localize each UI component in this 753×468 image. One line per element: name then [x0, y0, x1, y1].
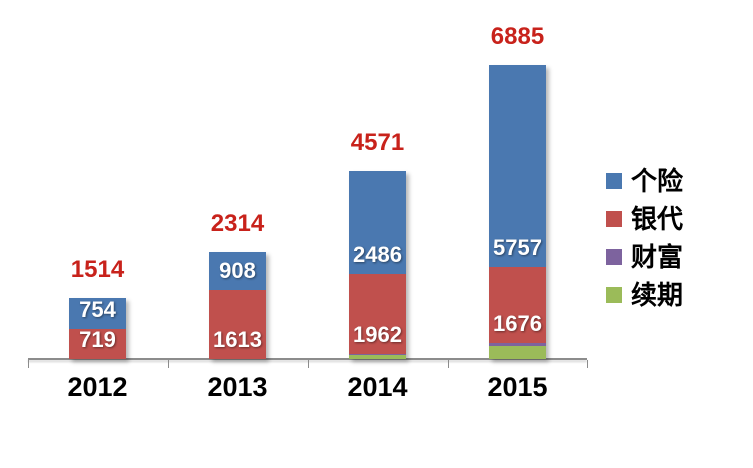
legend-swatch-icon — [606, 287, 622, 303]
bar-segment-续期-2015[interactable] — [489, 346, 546, 359]
x-axis-label-2015: 2015 — [487, 372, 548, 402]
legend-label: 财富 — [631, 242, 684, 272]
axis-tick — [587, 360, 588, 368]
legend-swatch-icon — [606, 173, 622, 189]
x-axis-label-2012: 2012 — [67, 372, 128, 402]
axis-tick — [168, 360, 169, 368]
legend-label: 个险 — [631, 166, 684, 196]
bar-2014[interactable]: 2486 1962 — [349, 171, 406, 359]
bar-2015[interactable]: 5757 1676 — [489, 65, 546, 359]
bar-segment-个险-2015[interactable]: 5757 — [489, 65, 546, 267]
legend-swatch-icon — [606, 249, 622, 265]
bar-segment-个险-2013[interactable]: 908 — [209, 252, 266, 290]
bar-segment-银代-2012[interactable]: 719 — [69, 329, 126, 359]
bar-segment-银代-2014[interactable]: 1962 — [349, 274, 406, 354]
legend-item-银代[interactable]: 银代 — [606, 200, 683, 238]
total-label-2012: 1514 — [70, 256, 125, 283]
bar-value-label: 719 — [79, 327, 116, 352]
bar-value-label: 1962 — [353, 322, 402, 347]
legend-item-财富[interactable]: 财富 — [606, 238, 683, 276]
legend-label: 银代 — [631, 204, 684, 234]
bar-2012[interactable]: 754 719 — [69, 298, 126, 359]
bar-value-label: 1613 — [213, 327, 262, 352]
bar-value-label: 908 — [219, 258, 256, 283]
axis-tick — [308, 360, 309, 368]
bar-value-label: 754 — [79, 297, 116, 322]
total-label-2015: 6885 — [490, 23, 545, 50]
legend: 个险 银代 财富 续期 — [606, 162, 683, 314]
bar-segment-财富-2015[interactable] — [489, 343, 546, 346]
bar-2013[interactable]: 908 1613 — [209, 252, 266, 359]
legend-item-个险[interactable]: 个险 — [606, 162, 683, 200]
legend-label: 续期 — [631, 280, 684, 310]
legend-item-续期[interactable]: 续期 — [606, 276, 683, 314]
axis-tick — [448, 360, 449, 368]
total-label-2014: 4571 — [350, 129, 405, 156]
bar-segment-个险-2014[interactable]: 2486 — [349, 171, 406, 274]
bar-value-label: 5757 — [493, 235, 542, 260]
total-label-2013: 2314 — [210, 210, 265, 237]
bar-value-label: 1676 — [493, 311, 542, 336]
x-axis-label-2013: 2013 — [207, 372, 268, 402]
bar-value-label: 2486 — [353, 242, 402, 267]
legend-swatch-icon — [606, 211, 622, 227]
bar-segment-财富-2014[interactable] — [349, 354, 406, 355]
bar-segment-银代-2015[interactable]: 1676 — [489, 267, 546, 343]
axis-tick — [28, 360, 29, 368]
x-axis-label-2014: 2014 — [347, 372, 408, 402]
bar-segment-银代-2013[interactable]: 1613 — [209, 290, 266, 359]
bar-segment-个险-2012[interactable]: 754 — [69, 298, 126, 329]
x-axis-line — [28, 358, 587, 360]
bar-segment-续期-2014[interactable] — [349, 355, 406, 359]
